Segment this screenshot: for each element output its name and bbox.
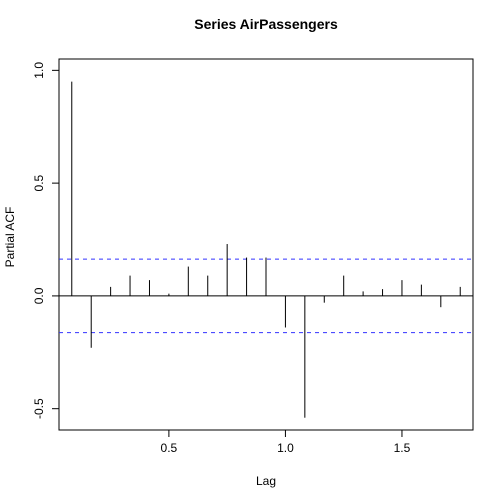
y-tick-label: 0.0 [32,287,46,304]
y-axis-label: Partial ACF [3,207,17,268]
y-tick-label: 1.0 [32,62,46,79]
y-tick-label: -0.5 [32,398,46,419]
x-tick-label: 0.5 [161,441,178,455]
x-tick-label: 1.0 [277,441,294,455]
plot-frame [59,59,473,430]
chart-title: Series AirPassengers [194,16,338,32]
x-tick-label: 1.5 [394,441,411,455]
x-axis-label: Lag [256,474,276,488]
plot-area: 0.5 1.0 1.5 -0.5 0.0 0.5 1.0 [32,59,473,455]
y-tick-label: 0.5 [32,174,46,191]
